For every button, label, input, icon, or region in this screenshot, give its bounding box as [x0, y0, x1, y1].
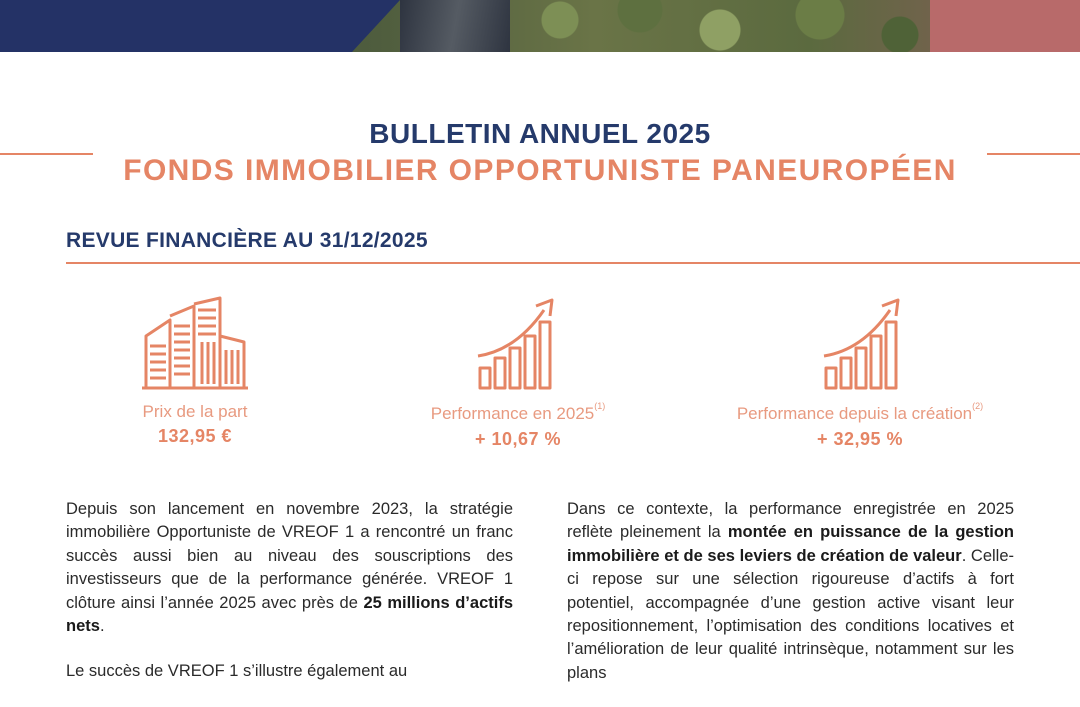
kpi-value-share-price: 132,95 € [157, 426, 233, 446]
body-paragraph: Depuis son lancement en novembre 2023, l… [66, 500, 513, 636]
kpi-value-performance-since-inception: + 32,95 % [816, 429, 904, 449]
body-column-right: Dans ce contexte, la performance enregis… [567, 498, 1014, 707]
section-rule [66, 262, 1080, 264]
banner-navy-shape [0, 0, 400, 52]
body-paragraph: Dans ce contexte, la performance enregis… [567, 500, 1014, 682]
growth-chart-icon [477, 298, 554, 390]
body-paragraph: Le succès de VREOF 1 s’illustre égalemen… [66, 662, 408, 681]
title-rule-right [987, 153, 1080, 155]
body-column-left: Depuis son lancement en novembre 2023, l… [66, 498, 513, 706]
title-rule-left [0, 153, 93, 155]
growth-chart-icon [823, 298, 900, 390]
kpi-value-performance-2025: + 10,67 % [474, 429, 562, 449]
kpi-label-performance-2025: Performance en 2025(1) [430, 401, 606, 423]
kpi-label-performance-since-inception: Performance depuis la création(2) [736, 401, 984, 423]
banner-road-image [400, 0, 510, 52]
kpi-label-share-price: Prix de la part [142, 402, 248, 421]
document-title: BULLETIN ANNUEL 2025 [369, 118, 711, 149]
section-title: REVUE FINANCIÈRE AU 31/12/2025 [66, 229, 428, 252]
buildings-icon [142, 296, 248, 390]
header-banner [0, 0, 1080, 52]
document-subtitle: FONDS IMMOBILIER OPPORTUNISTE PANEUROPÉE… [123, 154, 957, 187]
